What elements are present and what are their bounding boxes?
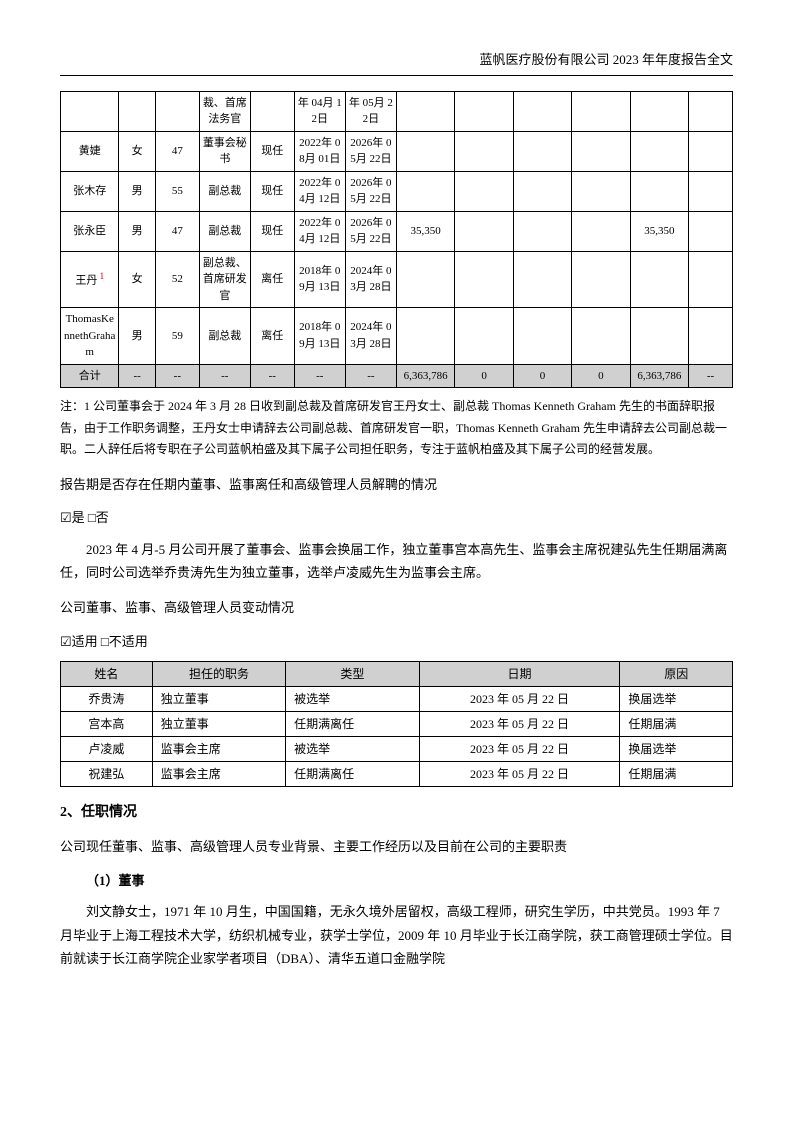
report-header: 蓝帆医疗股份有限公司 2023 年年度报告全文 xyxy=(60,50,733,76)
subsection-1-title: （1）董事 xyxy=(60,871,733,891)
table-total-row: 合计------------6,363,7860006,363,786-- xyxy=(61,364,733,388)
table-header: 担任的职务 xyxy=(152,662,285,687)
table-row: ThomasKennethGraham男59副总裁离任2018年 09月 13日… xyxy=(61,308,733,365)
question-1: 报告期是否存在任期内董事、监事离任和高级管理人员解聘的情况 xyxy=(60,473,733,496)
table-row: 裁、首席法务官年 04月 12日年 05月 22日 xyxy=(61,91,733,131)
paragraph-2: 公司现任董事、监事、高级管理人员专业背景、主要工作经历以及目前在公司的主要职责 xyxy=(60,835,733,858)
table-row: 乔贵涛独立董事被选举2023 年 05 月 22 日换届选举 xyxy=(61,687,733,712)
table-row: 祝建弘监事会主席任期满离任2023 年 05 月 22 日任期届满 xyxy=(61,762,733,787)
table-row: 张木存男55副总裁现任2022年 04月 12日2026年 05月 22日 xyxy=(61,171,733,211)
question-1-check: ☑是 □否 xyxy=(60,508,733,528)
table-header: 原因 xyxy=(620,662,733,687)
paragraph-3: 刘文静女士，1971 年 10 月生，中国国籍，无永久境外居留权，高级工程师，研… xyxy=(60,900,733,970)
changes-table: 姓名担任的职务类型日期原因 乔贵涛独立董事被选举2023 年 05 月 22 日… xyxy=(60,661,733,787)
table-row: 宫本高独立董事任期满离任2023 年 05 月 22 日任期届满 xyxy=(61,712,733,737)
table-row: 卢凌威监事会主席被选举2023 年 05 月 22 日换届选举 xyxy=(61,737,733,762)
table-row: 黄婕女47董事会秘书现任2022年 08月 01日2026年 05月 22日 xyxy=(61,131,733,171)
section-2-title: 2、任职情况 xyxy=(60,802,733,823)
paragraph-1: 2023 年 4 月-5 月公司开展了董事会、监事会换届工作，独立董事宫本高先生… xyxy=(60,538,733,585)
personnel-table: 裁、首席法务官年 04月 12日年 05月 22日黄婕女47董事会秘书现任202… xyxy=(60,91,733,389)
table-row: 王丹 1女52副总裁、首席研发官离任2018年 09月 13日2024年 03月… xyxy=(61,251,733,308)
table-header: 日期 xyxy=(419,662,620,687)
table-note: 注：1 公司董事会于 2024 年 3 月 28 日收到副总裁及首席研发官王丹女… xyxy=(60,396,733,461)
table-header: 类型 xyxy=(286,662,419,687)
question-2-check: ☑适用 □不适用 xyxy=(60,632,733,652)
table-header: 姓名 xyxy=(61,662,153,687)
table-row: 张永臣男47副总裁现任2022年 04月 12日2026年 05月 22日35,… xyxy=(61,211,733,251)
question-2: 公司董事、监事、高级管理人员变动情况 xyxy=(60,596,733,619)
